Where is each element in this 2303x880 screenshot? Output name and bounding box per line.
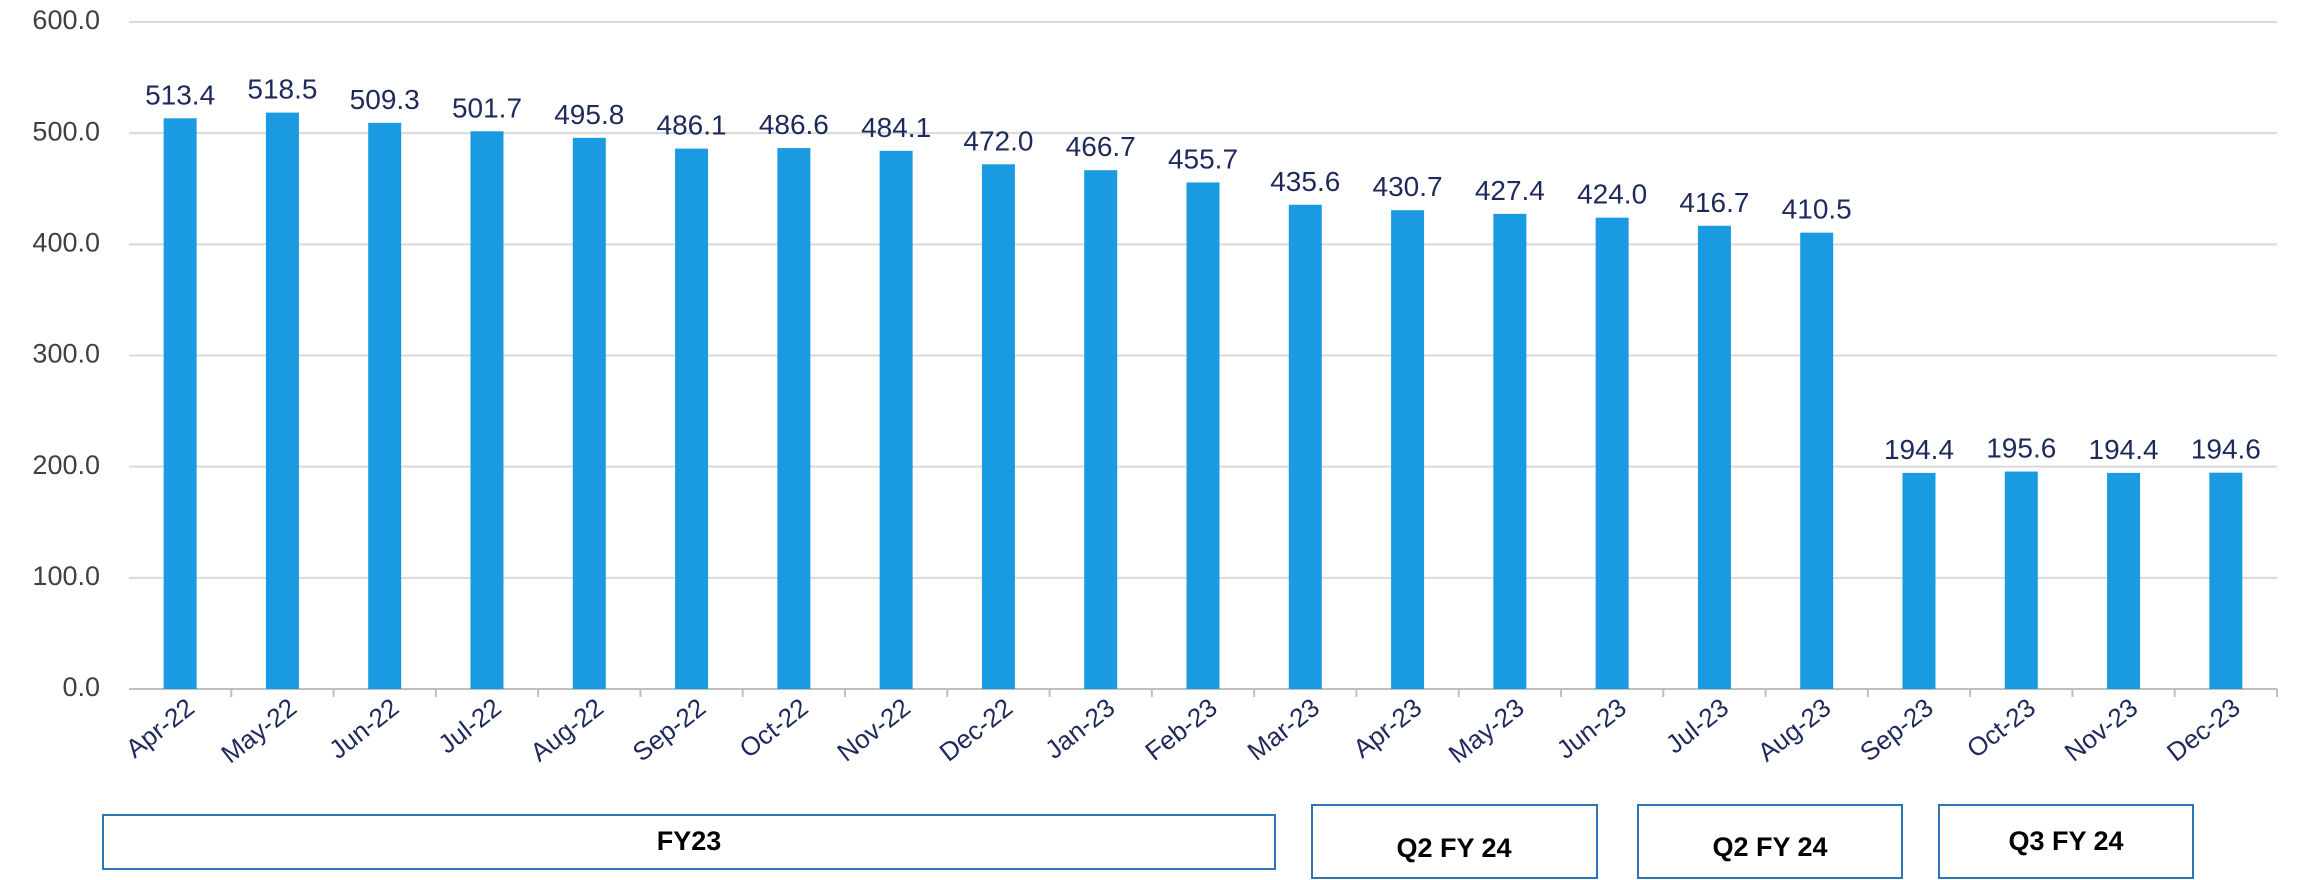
value-label: 486.6: [759, 109, 829, 140]
x-tick-label: Apr-22: [120, 692, 200, 764]
value-label: 486.1: [657, 110, 727, 141]
x-tick-label: Aug-23: [1752, 692, 1837, 767]
value-label: 518.5: [247, 74, 317, 105]
value-label: 509.3: [350, 84, 420, 115]
value-label: 455.7: [1168, 143, 1238, 174]
x-tick-label: Aug-22: [524, 692, 609, 767]
x-tick-label: Jul-22: [432, 692, 506, 759]
value-label: 495.8: [554, 99, 624, 130]
x-tick-label: Oct-22: [734, 692, 814, 764]
bar: [1186, 182, 1220, 689]
bar: [2004, 471, 2038, 689]
bar: [163, 118, 197, 690]
value-label: 194.4: [2089, 434, 2159, 465]
x-tick-label: Apr-23: [1347, 692, 1427, 764]
group-label: Q2 FY 24: [1712, 832, 1827, 862]
value-label: 424.0: [1577, 179, 1647, 210]
value-label: 513.4: [145, 79, 215, 110]
group-label: Q2 FY 24: [1396, 833, 1511, 863]
x-tick-label: Dec-22: [934, 692, 1019, 767]
bar: [1084, 170, 1118, 689]
group-box: [1637, 804, 1903, 879]
x-tick-label: Nov-22: [831, 692, 916, 767]
y-tick-label: 0.0: [62, 672, 100, 702]
value-label: 430.7: [1373, 171, 1443, 202]
x-tick-label: Jun-23: [1551, 692, 1632, 765]
group-label: FY23: [657, 826, 722, 856]
bar: [1800, 232, 1834, 689]
y-tick-label: 200.0: [32, 450, 100, 480]
x-tick-label: Jan-23: [1039, 692, 1120, 765]
bar: [777, 148, 811, 690]
y-tick-label: 100.0: [32, 561, 100, 591]
x-tick-label: Oct-23: [1961, 692, 2041, 764]
x-tick-label: May-23: [1443, 692, 1530, 769]
x-tick-label: Nov-23: [2059, 692, 2144, 767]
value-label: 472.0: [963, 125, 1033, 156]
value-label: 194.6: [2191, 434, 2261, 465]
x-tick-label: Sep-22: [627, 692, 712, 767]
value-label: 466.7: [1066, 131, 1136, 162]
bar: [572, 137, 606, 689]
bar: [1288, 204, 1322, 689]
bar: [1595, 217, 1629, 690]
bar: [2209, 472, 2243, 689]
bar: [675, 148, 709, 689]
value-label: 416.7: [1679, 187, 1749, 218]
x-tick-label: Jun-22: [323, 692, 404, 765]
value-label: 501.7: [452, 92, 522, 123]
y-tick-label: 500.0: [32, 116, 100, 146]
bar: [265, 112, 299, 689]
bar: [1391, 210, 1425, 689]
bar: [879, 150, 913, 689]
value-label: 194.4: [1884, 434, 1954, 465]
value-label: 435.6: [1270, 166, 1340, 197]
group-box: [102, 814, 1276, 870]
x-tick-label: May-22: [215, 692, 302, 769]
group-box: [1938, 804, 2194, 879]
x-tick-label: Mar-23: [1242, 692, 1325, 766]
y-tick-label: 400.0: [32, 227, 100, 257]
bar: [1493, 213, 1527, 690]
bar: [2107, 472, 2141, 689]
x-tick-label: Sep-23: [1854, 692, 1939, 767]
value-label: 427.4: [1475, 175, 1545, 206]
bar: [368, 122, 402, 689]
x-tick-label: Jul-23: [1660, 692, 1734, 759]
group-box: [1311, 804, 1598, 879]
y-tick-label: 300.0: [32, 339, 100, 369]
bar: [1697, 225, 1731, 689]
x-tick-label: Dec-23: [2161, 692, 2246, 767]
value-label: 410.5: [1782, 194, 1852, 225]
value-label: 195.6: [1986, 433, 2056, 464]
bar: [1902, 472, 1936, 689]
value-label: 484.1: [861, 112, 931, 143]
y-tick-label: 600.0: [32, 5, 100, 35]
bar: [981, 164, 1015, 689]
bar: [470, 131, 504, 689]
group-label: Q3 FY 24: [2008, 826, 2123, 856]
x-tick-label: Feb-23: [1139, 692, 1222, 766]
